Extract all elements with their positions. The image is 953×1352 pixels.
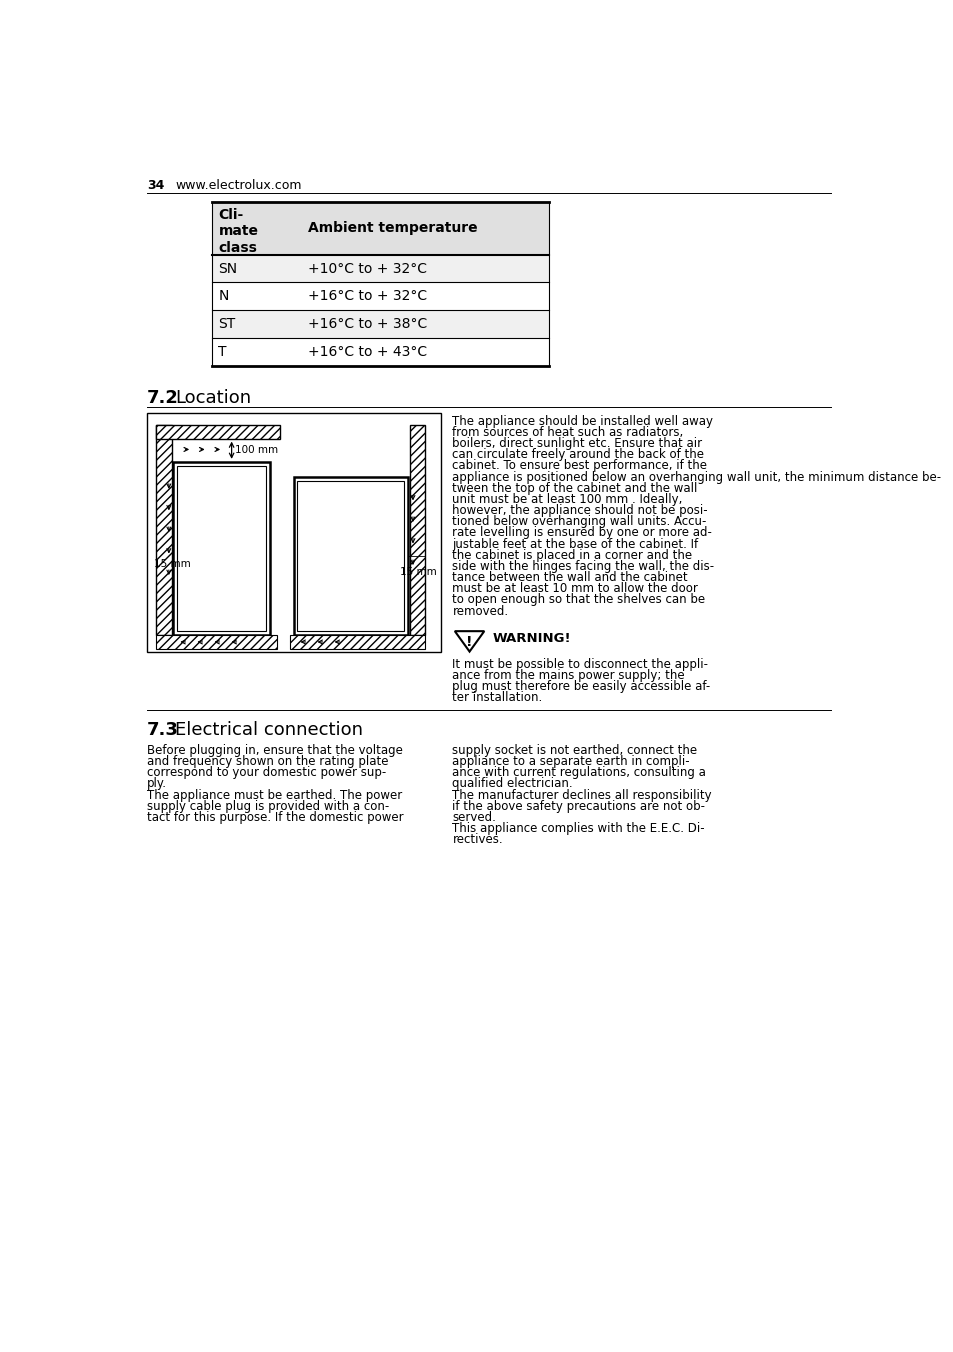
Text: boilers, direct sunlight etc. Ensure that air: boilers, direct sunlight etc. Ensure tha… — [452, 437, 702, 450]
Bar — [156, 635, 276, 649]
Text: must be at least 10 mm to allow the door: must be at least 10 mm to allow the door — [452, 583, 698, 595]
Text: ply.: ply. — [147, 777, 167, 791]
Text: tween the top of the cabinet and the wall: tween the top of the cabinet and the wal… — [452, 481, 698, 495]
Bar — [147, 414, 440, 652]
Text: tioned below overhanging wall units. Accu-: tioned below overhanging wall units. Acc… — [452, 515, 706, 529]
Text: +10°C to + 32°C: +10°C to + 32°C — [307, 261, 426, 276]
Text: however, the appliance should not be posi-: however, the appliance should not be pos… — [452, 504, 707, 516]
Text: side with the hinges facing the wall, the dis-: side with the hinges facing the wall, th… — [452, 560, 714, 573]
Text: 15 mm: 15 mm — [154, 560, 191, 569]
Text: if the above safety precautions are not ob-: if the above safety precautions are not … — [452, 800, 705, 813]
Bar — [290, 635, 425, 649]
Text: !: ! — [466, 635, 473, 649]
Text: N: N — [218, 289, 229, 303]
Bar — [212, 254, 549, 283]
Text: The appliance must be earthed. The power: The appliance must be earthed. The power — [147, 788, 402, 802]
Text: plug must therefore be easily accessible af-: plug must therefore be easily accessible… — [452, 680, 710, 694]
Text: This appliance complies with the E.E.C. Di-: This appliance complies with the E.E.C. … — [452, 822, 704, 836]
Text: Cli-
mate
class: Cli- mate class — [218, 208, 258, 256]
Bar — [156, 425, 172, 635]
Bar — [212, 283, 549, 310]
Text: 100 mm: 100 mm — [234, 445, 277, 456]
Text: +16°C to + 32°C: +16°C to + 32°C — [307, 289, 426, 303]
Bar — [294, 477, 408, 635]
Bar — [156, 425, 280, 438]
Text: T: T — [218, 345, 227, 358]
Bar — [177, 465, 266, 631]
Bar — [212, 338, 549, 365]
Text: WARNING!: WARNING! — [493, 631, 571, 645]
Text: 34: 34 — [147, 180, 164, 192]
Bar — [212, 203, 549, 254]
Text: correspond to your domestic power sup-: correspond to your domestic power sup- — [147, 767, 386, 779]
Text: ance from the mains power supply; the: ance from the mains power supply; the — [452, 669, 684, 681]
Text: the cabinet is placed in a corner and the: the cabinet is placed in a corner and th… — [452, 549, 692, 562]
Text: Electrical connection: Electrical connection — [174, 721, 363, 740]
Text: www.electrolux.com: www.electrolux.com — [174, 180, 301, 192]
Bar — [410, 425, 425, 635]
Text: SN: SN — [218, 261, 237, 276]
Text: cabinet. To ensure best performance, if the: cabinet. To ensure best performance, if … — [452, 460, 707, 472]
Text: supply cable plug is provided with a con-: supply cable plug is provided with a con… — [147, 800, 389, 813]
Bar — [173, 462, 270, 635]
Text: justable feet at the base of the cabinet. If: justable feet at the base of the cabinet… — [452, 538, 698, 550]
Text: from sources of heat such as radiators,: from sources of heat such as radiators, — [452, 426, 683, 439]
Polygon shape — [455, 631, 484, 652]
Text: appliance to a separate earth in compli-: appliance to a separate earth in compli- — [452, 756, 689, 768]
Text: Ambient temperature: Ambient temperature — [307, 220, 476, 235]
Text: and frequency shown on the rating plate: and frequency shown on the rating plate — [147, 756, 388, 768]
Text: supply socket is not earthed, connect the: supply socket is not earthed, connect th… — [452, 744, 697, 757]
Text: can circulate freely around the back of the: can circulate freely around the back of … — [452, 449, 703, 461]
Text: Location: Location — [174, 388, 251, 407]
Text: Before plugging in, ensure that the voltage: Before plugging in, ensure that the volt… — [147, 744, 402, 757]
Text: qualified electrician.: qualified electrician. — [452, 777, 573, 791]
Text: 7.3: 7.3 — [147, 721, 179, 740]
Text: served.: served. — [452, 811, 496, 823]
Text: 15 mm: 15 mm — [399, 566, 436, 577]
Text: The appliance should be installed well away: The appliance should be installed well a… — [452, 415, 713, 427]
Text: rectives.: rectives. — [452, 833, 502, 846]
Text: ance with current regulations, consulting a: ance with current regulations, consultin… — [452, 767, 705, 779]
Text: rate levelling is ensured by one or more ad-: rate levelling is ensured by one or more… — [452, 526, 712, 539]
Text: 7.2: 7.2 — [147, 388, 179, 407]
Text: unit must be at least 100 mm . Ideally,: unit must be at least 100 mm . Ideally, — [452, 493, 682, 506]
Text: The manufacturer declines all responsibility: The manufacturer declines all responsibi… — [452, 788, 711, 802]
Text: +16°C to + 38°C: +16°C to + 38°C — [307, 316, 426, 331]
Text: to open enough so that the shelves can be: to open enough so that the shelves can b… — [452, 594, 705, 607]
Text: +16°C to + 43°C: +16°C to + 43°C — [307, 345, 426, 358]
Text: removed.: removed. — [452, 604, 508, 618]
Text: ter installation.: ter installation. — [452, 691, 542, 704]
Bar — [212, 310, 549, 338]
Text: ST: ST — [218, 316, 235, 331]
Bar — [297, 481, 404, 631]
Text: tact for this purpose. If the domestic power: tact for this purpose. If the domestic p… — [147, 811, 403, 823]
Text: It must be possible to disconnect the appli-: It must be possible to disconnect the ap… — [452, 657, 708, 671]
Text: tance between the wall and the cabinet: tance between the wall and the cabinet — [452, 571, 687, 584]
Text: appliance is positioned below an overhanging wall unit, the minimum distance be-: appliance is positioned below an overhan… — [452, 470, 941, 484]
